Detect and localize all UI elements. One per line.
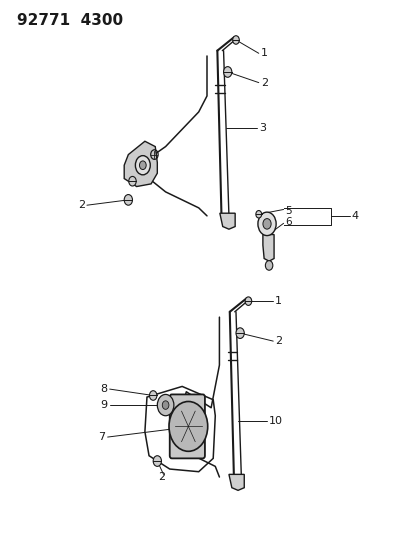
Circle shape: [128, 176, 136, 186]
Circle shape: [153, 456, 161, 466]
Circle shape: [169, 401, 207, 451]
Circle shape: [162, 401, 169, 409]
Text: 5: 5: [285, 206, 292, 215]
FancyBboxPatch shape: [169, 394, 204, 458]
Circle shape: [255, 211, 261, 218]
Circle shape: [135, 156, 150, 175]
Circle shape: [149, 391, 157, 400]
Circle shape: [235, 328, 244, 338]
Text: 2: 2: [260, 78, 267, 87]
Text: 1: 1: [260, 49, 267, 58]
Circle shape: [244, 297, 251, 305]
Text: 8: 8: [100, 384, 107, 394]
Text: 9: 9: [100, 400, 107, 410]
Text: 6: 6: [285, 217, 292, 227]
Text: 3: 3: [258, 123, 265, 133]
Circle shape: [257, 212, 275, 236]
Polygon shape: [219, 213, 235, 229]
Circle shape: [223, 67, 231, 77]
Text: 1: 1: [275, 296, 282, 306]
Circle shape: [265, 261, 272, 270]
Text: 10: 10: [268, 416, 282, 426]
Text: 2: 2: [275, 336, 282, 346]
Text: 2: 2: [78, 200, 85, 210]
Circle shape: [262, 219, 271, 229]
Text: 92771  4300: 92771 4300: [17, 13, 122, 28]
Polygon shape: [228, 474, 244, 490]
Polygon shape: [262, 235, 273, 261]
Circle shape: [232, 36, 239, 44]
Text: 2: 2: [157, 472, 165, 482]
Circle shape: [157, 394, 173, 416]
Polygon shape: [124, 141, 157, 187]
Text: 4: 4: [351, 212, 358, 221]
Circle shape: [124, 195, 132, 205]
Circle shape: [139, 161, 146, 169]
Text: 7: 7: [98, 432, 105, 442]
